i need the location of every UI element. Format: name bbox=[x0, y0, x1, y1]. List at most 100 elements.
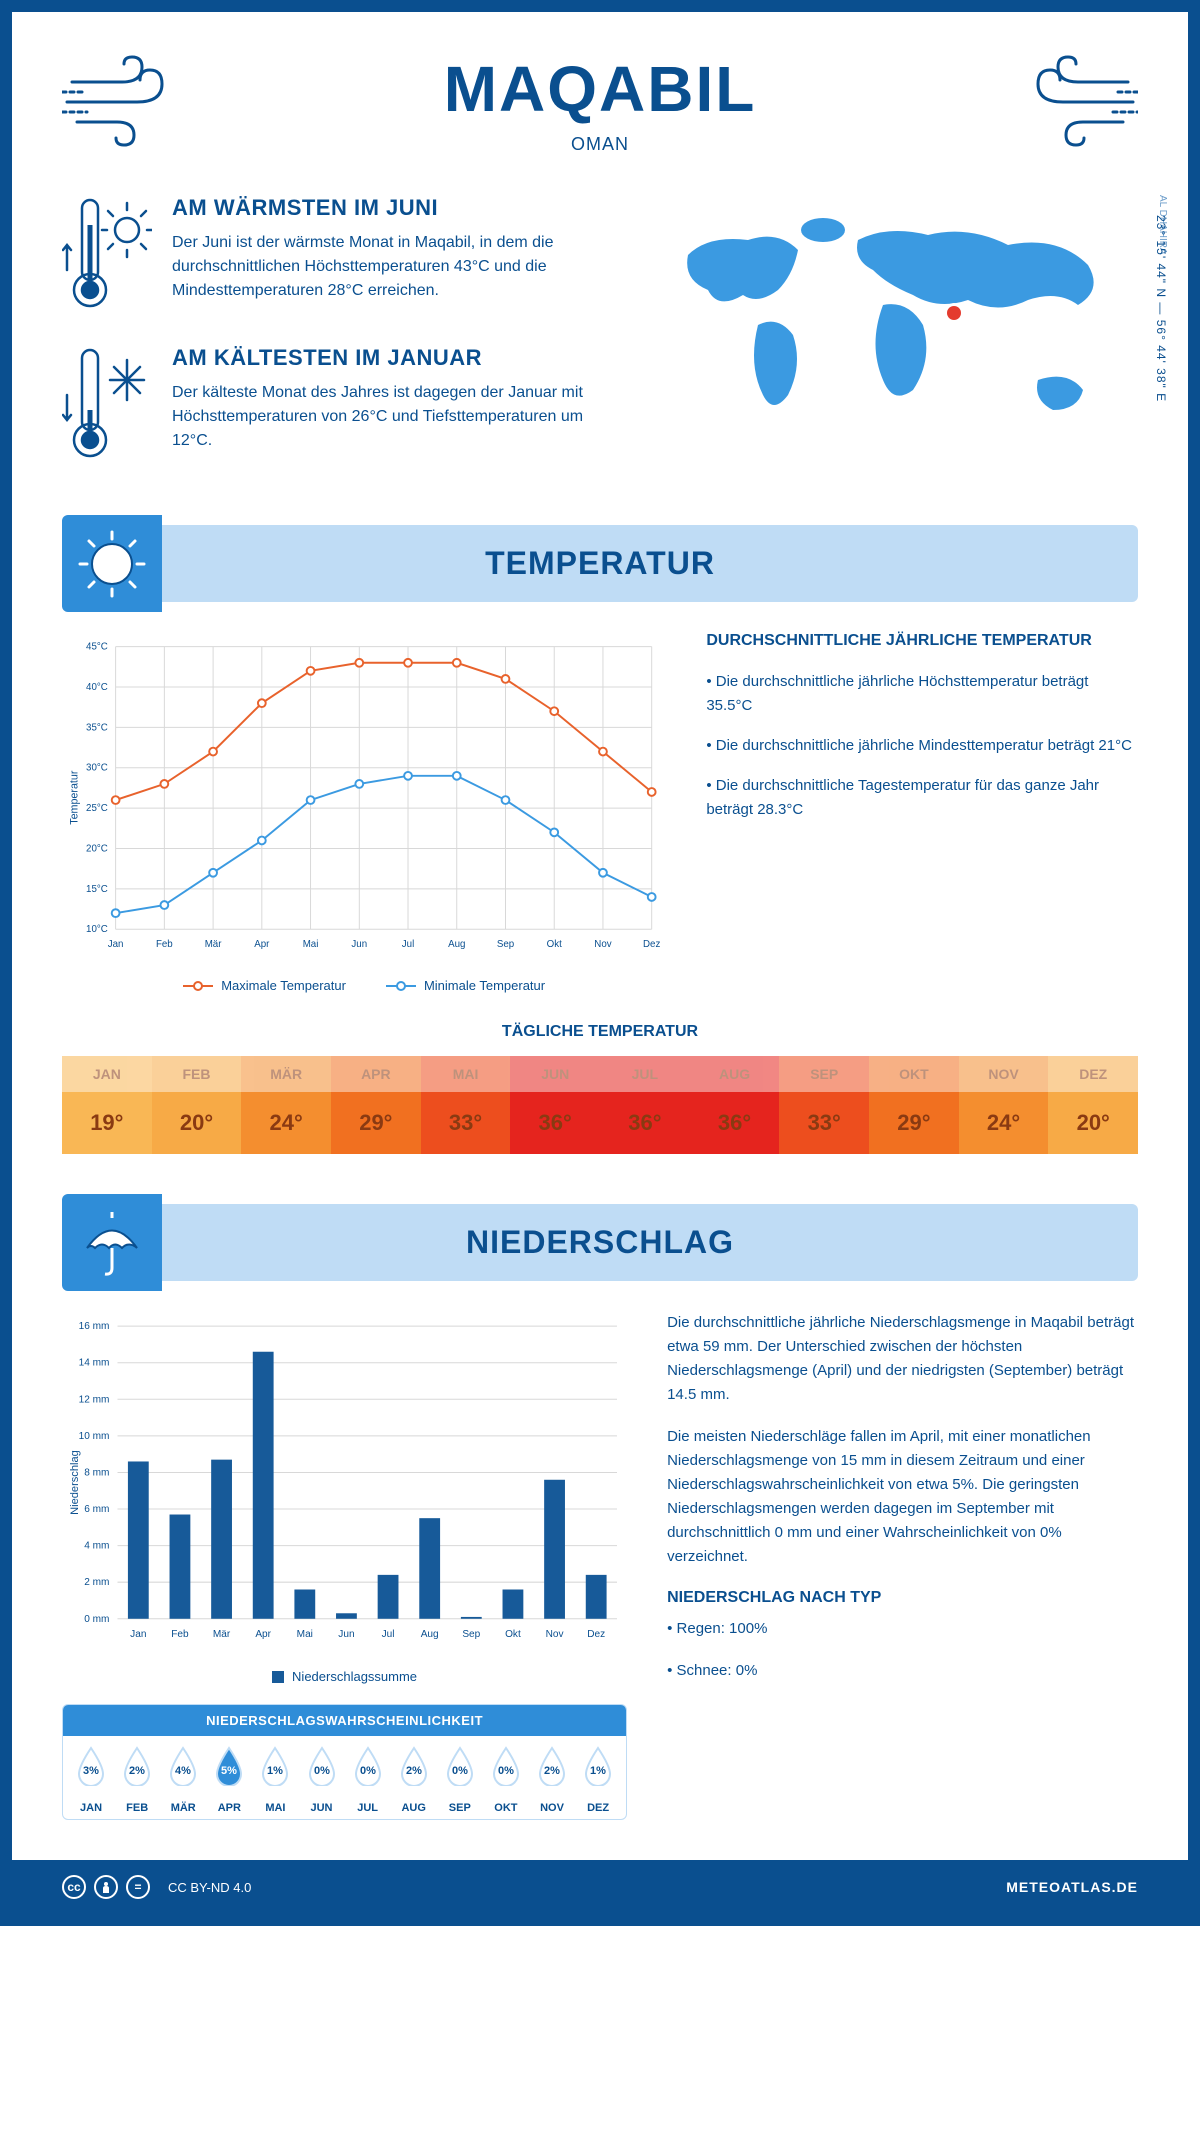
prob-cell: 3% JAN bbox=[68, 1746, 114, 1814]
svg-text:Jun: Jun bbox=[351, 939, 367, 950]
daily-month: DEZ bbox=[1048, 1056, 1138, 1092]
temperature-chart: 10°C15°C20°C25°C30°C35°C40°C45°CJanFebMä… bbox=[62, 632, 666, 993]
city-title: MAQABIL bbox=[62, 52, 1138, 126]
svg-text:Jan: Jan bbox=[130, 1629, 146, 1640]
svg-text:Sep: Sep bbox=[497, 939, 514, 950]
drop-icon: 2% bbox=[121, 1746, 153, 1786]
daily-value: 24° bbox=[241, 1092, 331, 1154]
daily-value: 33° bbox=[779, 1092, 869, 1154]
prob-cell: 4% MÄR bbox=[160, 1746, 206, 1814]
svg-text:4%: 4% bbox=[175, 1765, 191, 1777]
daily-month: JAN bbox=[62, 1056, 152, 1092]
svg-text:Jan: Jan bbox=[108, 939, 124, 950]
svg-text:15°C: 15°C bbox=[86, 884, 108, 895]
daily-temp-header: JANFEBMÄRAPRMAIJUNJULAUGSEPOKTNOVDEZ bbox=[62, 1056, 1138, 1092]
precip-type-item: • Regen: 100% bbox=[667, 1617, 1138, 1641]
svg-text:4 mm: 4 mm bbox=[84, 1541, 109, 1552]
daily-value: 29° bbox=[331, 1092, 421, 1154]
daily-value: 36° bbox=[600, 1092, 690, 1154]
precip-paragraph: Die meisten Niederschläge fallen im Apri… bbox=[667, 1425, 1138, 1569]
svg-text:10 mm: 10 mm bbox=[79, 1431, 110, 1442]
warmest-block: AM WÄRMSTEN IM JUNI Der Juni ist der wär… bbox=[62, 195, 618, 315]
svg-text:Niederschlag: Niederschlag bbox=[69, 1451, 81, 1516]
svg-text:8 mm: 8 mm bbox=[84, 1468, 109, 1479]
daily-month: MAI bbox=[421, 1056, 511, 1092]
svg-text:Temperatur: Temperatur bbox=[69, 770, 81, 825]
svg-text:Jul: Jul bbox=[382, 1629, 395, 1640]
svg-text:30°C: 30°C bbox=[86, 763, 108, 774]
svg-text:10°C: 10°C bbox=[86, 924, 108, 935]
svg-text:0%: 0% bbox=[314, 1765, 330, 1777]
header: MAQABIL OMAN bbox=[62, 52, 1138, 155]
svg-text:Nov: Nov bbox=[594, 939, 611, 950]
daily-value: 36° bbox=[690, 1092, 780, 1154]
svg-text:5%: 5% bbox=[221, 1765, 237, 1777]
warmest-title: AM WÄRMSTEN IM JUNI bbox=[172, 195, 618, 221]
prob-cell: 2% NOV bbox=[529, 1746, 575, 1814]
svg-text:Aug: Aug bbox=[448, 939, 465, 950]
world-map bbox=[658, 195, 1138, 455]
legend-min: Minimale Temperatur bbox=[424, 978, 545, 993]
svg-text:Nov: Nov bbox=[546, 1629, 564, 1640]
svg-text:0 mm: 0 mm bbox=[84, 1614, 109, 1625]
intro-section: AM WÄRMSTEN IM JUNI Der Juni ist der wär… bbox=[62, 195, 1138, 495]
cc-icon: cc bbox=[62, 1875, 86, 1899]
svg-text:Jul: Jul bbox=[402, 939, 414, 950]
thermometer-cold-icon bbox=[62, 345, 152, 465]
svg-text:1%: 1% bbox=[267, 1765, 283, 1777]
temperature-legend: .legend-item:nth-child(1) .legend-line::… bbox=[62, 978, 666, 993]
drop-icon: 3% bbox=[75, 1746, 107, 1786]
prob-cell: 0% JUN bbox=[298, 1746, 344, 1814]
country-label: OMAN bbox=[62, 134, 1138, 155]
svg-text:40°C: 40°C bbox=[86, 682, 108, 693]
summary-bullet: • Die durchschnittliche Tagestemperatur … bbox=[706, 774, 1138, 822]
daily-value: 19° bbox=[62, 1092, 152, 1154]
svg-text:Aug: Aug bbox=[421, 1629, 439, 1640]
svg-text:12 mm: 12 mm bbox=[79, 1395, 110, 1406]
drop-icon: 1% bbox=[582, 1746, 614, 1786]
precip-paragraph: Die durchschnittliche jährliche Niedersc… bbox=[667, 1311, 1138, 1407]
svg-text:16 mm: 16 mm bbox=[79, 1322, 110, 1333]
daily-temp-title: TÄGLICHE TEMPERATUR bbox=[62, 1023, 1138, 1041]
daily-value: 29° bbox=[869, 1092, 959, 1154]
svg-text:0%: 0% bbox=[360, 1765, 376, 1777]
svg-text:Mär: Mär bbox=[213, 1629, 231, 1640]
svg-text:2%: 2% bbox=[544, 1765, 560, 1777]
prob-cell: 1% DEZ bbox=[575, 1746, 621, 1814]
license-text: CC BY-ND 4.0 bbox=[168, 1880, 251, 1895]
coldest-title: AM KÄLTESTEN IM JANUAR bbox=[172, 345, 618, 371]
svg-text:14 mm: 14 mm bbox=[79, 1358, 110, 1369]
svg-text:Feb: Feb bbox=[156, 939, 173, 950]
precip-type-title: NIEDERSCHLAG NACH TYP bbox=[667, 1589, 1138, 1607]
precip-legend-label: Niederschlagssumme bbox=[292, 1669, 417, 1684]
coordinates: 23° 15' 44" N — 56° 44' 38" E bbox=[1154, 215, 1168, 402]
svg-text:Jun: Jun bbox=[338, 1629, 354, 1640]
daily-month: AUG bbox=[690, 1056, 780, 1092]
umbrella-icon bbox=[77, 1208, 147, 1278]
svg-text:3%: 3% bbox=[83, 1765, 99, 1777]
svg-text:1%: 1% bbox=[590, 1765, 606, 1777]
prob-cell: 0% JUL bbox=[345, 1746, 391, 1814]
svg-text:Mai: Mai bbox=[303, 939, 319, 950]
by-icon bbox=[94, 1875, 118, 1899]
coldest-text: Der kälteste Monat des Jahres ist dagege… bbox=[172, 381, 618, 453]
svg-text:0%: 0% bbox=[498, 1765, 514, 1777]
warmest-text: Der Juni ist der wärmste Monat in Maqabi… bbox=[172, 231, 618, 303]
svg-text:Feb: Feb bbox=[171, 1629, 189, 1640]
drop-icon: 4% bbox=[167, 1746, 199, 1786]
thermometer-hot-icon bbox=[62, 195, 152, 315]
precip-title: NIEDERSCHLAG bbox=[82, 1224, 1118, 1261]
license-block: cc = CC BY-ND 4.0 bbox=[62, 1875, 251, 1899]
drop-icon: 0% bbox=[352, 1746, 384, 1786]
svg-text:45°C: 45°C bbox=[86, 642, 108, 653]
svg-text:Okt: Okt bbox=[547, 939, 562, 950]
prob-cell: 0% OKT bbox=[483, 1746, 529, 1814]
wind-icon bbox=[62, 52, 182, 152]
temperature-title: TEMPERATUR bbox=[82, 545, 1118, 582]
svg-text:35°C: 35°C bbox=[86, 722, 108, 733]
nd-icon: = bbox=[126, 1875, 150, 1899]
daily-month: SEP bbox=[779, 1056, 869, 1092]
daily-month: APR bbox=[331, 1056, 421, 1092]
daily-value: 20° bbox=[1048, 1092, 1138, 1154]
prob-cell: 2% FEB bbox=[114, 1746, 160, 1814]
